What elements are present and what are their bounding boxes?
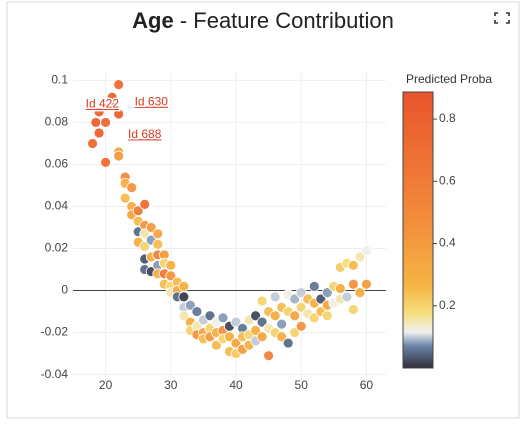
point [145,222,157,233]
point [295,301,307,313]
point [152,228,164,240]
point [178,280,190,292]
point [269,310,281,322]
colorbar-tick-label: 0.2 [439,298,456,312]
point [295,320,307,332]
point [315,293,327,305]
point [321,310,333,322]
point [139,198,151,210]
point [361,278,372,290]
point [139,241,151,252]
annotation: Id 630 [135,95,169,109]
y-tick-label: 0.06 [45,157,69,171]
point [230,316,242,328]
colorbar-tick-label: 0.4 [439,236,456,250]
y-tick-label: 0.08 [45,115,69,129]
point [256,316,268,328]
point [308,280,320,292]
point [289,327,301,338]
point [347,259,359,271]
point [250,325,261,336]
point [341,291,353,303]
point [295,287,307,299]
point [361,245,372,257]
colorbar [402,91,434,369]
expand-icon[interactable] [494,12,510,24]
point [217,312,229,324]
point [106,91,118,103]
x-tick-label: 20 [99,378,113,392]
point [100,117,112,128]
annotation: Id 422 [86,97,120,111]
y-tick-label: -0.04 [41,367,69,381]
point [119,192,131,204]
x-tick-label: 60 [360,378,374,392]
card [6,1,520,419]
point [289,293,301,305]
point [269,291,281,303]
colorbar-tick-label: 0.6 [439,173,456,187]
x-tick-label: 30 [164,378,178,392]
point [276,318,288,330]
title-text: - Feature Contribution [174,8,394,33]
point [347,278,359,290]
point [354,251,366,263]
point [165,270,177,282]
point [100,156,112,168]
x-tick-label: 40 [229,378,243,392]
point [354,287,366,299]
point [347,304,359,315]
y-tick-label: 0 [61,283,68,297]
point [139,228,151,240]
point [113,79,125,91]
point [191,306,203,317]
point [93,106,105,118]
point [334,283,346,294]
point [178,310,190,322]
point [308,312,320,324]
point [132,205,144,217]
point [256,331,268,343]
y-tick-label: 0.04 [45,199,69,213]
point [184,299,196,311]
point [289,310,301,322]
chart-title: Age - Feature Contribution [132,8,394,33]
point [126,182,138,193]
colorbar-title: Predicted Proba [406,72,492,86]
point [211,339,222,351]
point [250,310,261,322]
annotation: Id 688 [128,127,162,141]
y-tick-label: 0.1 [51,73,68,87]
point [276,331,288,343]
point [204,310,216,322]
point [113,108,125,120]
x-tick-label: 50 [295,378,309,392]
point [87,138,98,149]
point [93,127,105,139]
y-tick-label: -0.02 [41,325,69,339]
point [282,337,294,349]
point [230,337,242,349]
point [224,331,235,343]
point [113,150,125,162]
point [263,350,275,362]
point [321,287,333,299]
y-tick-label: 0.02 [45,241,69,255]
point [165,259,177,271]
colorbar-tick-label: 0.8 [439,111,456,125]
point [152,238,164,250]
point [178,291,190,303]
point [90,117,102,128]
title-feature: Age [132,8,174,33]
point [256,295,268,307]
